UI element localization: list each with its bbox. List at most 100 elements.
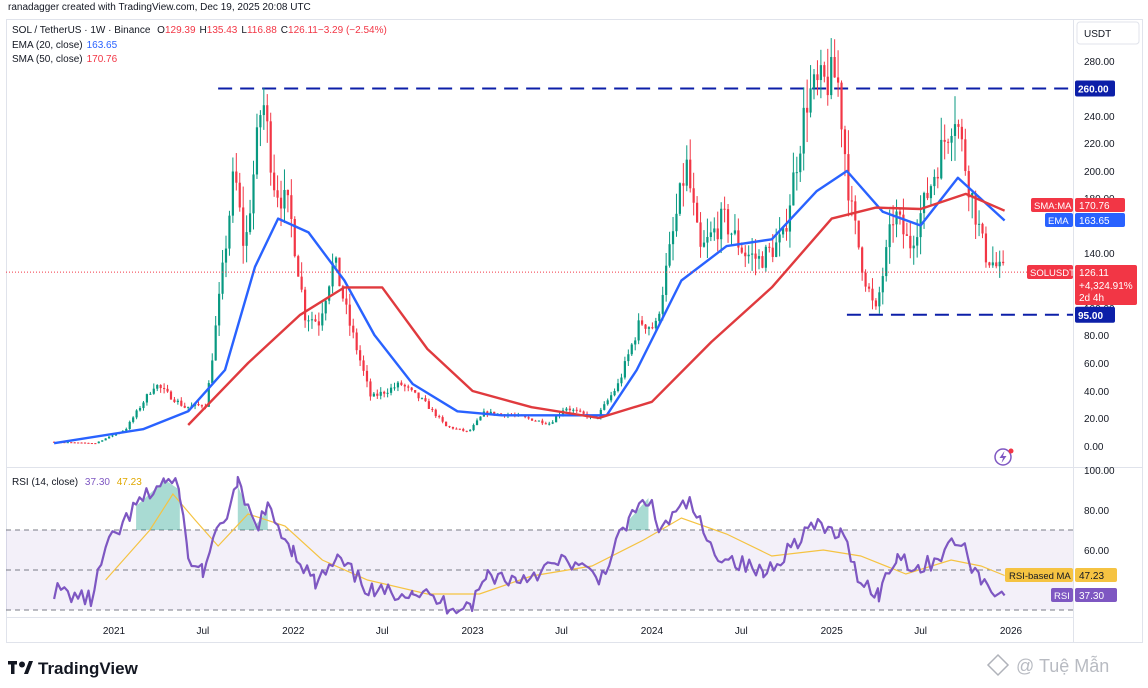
price-tick-label: 0.00 — [1084, 442, 1104, 453]
svg-text:37.30: 37.30 — [1079, 591, 1104, 602]
candle — [878, 286, 881, 314]
candle — [716, 211, 719, 252]
candle — [269, 112, 272, 186]
candle — [864, 269, 867, 292]
currency-button[interactable] — [1076, 21, 1140, 45]
candle — [128, 420, 131, 430]
candle — [689, 139, 692, 193]
candle — [867, 283, 871, 293]
indicator-legend-item[interactable]: EMA (20, close) 163.65 — [12, 40, 118, 51]
candle — [668, 231, 671, 268]
candle — [403, 383, 406, 392]
sma-price-tag: SMA:MA 170.76 — [1031, 198, 1125, 212]
rsi-legend[interactable]: RSI (14, close) 37.30 47.23 — [12, 477, 142, 488]
candle — [255, 113, 259, 179]
candle — [737, 218, 740, 256]
candle — [321, 302, 324, 331]
candle — [434, 408, 437, 418]
candle — [276, 175, 279, 208]
candle — [142, 401, 145, 411]
svg-text:SMA:MA: SMA:MA — [1034, 201, 1072, 212]
candle — [534, 419, 537, 422]
candle — [149, 391, 152, 395]
candle — [107, 436, 111, 439]
rsi-series[interactable] — [53, 475, 1006, 615]
price-tick-label: 60.00 — [1084, 359, 1109, 370]
symbol-title: SOL / TetherUS · 1W · Binance — [12, 25, 151, 36]
svg-text:+4,324.91%: +4,324.91% — [1079, 281, 1133, 292]
candle — [427, 398, 430, 409]
candle — [94, 443, 97, 445]
price-tick-label: 200.00 — [1084, 167, 1115, 178]
candle — [448, 425, 451, 428]
candle — [104, 438, 107, 441]
sma-line[interactable] — [187, 192, 1006, 426]
svg-text:SOLUSDT: SOLUSDT — [1030, 268, 1075, 279]
candle — [809, 65, 812, 118]
candle — [200, 404, 204, 409]
indicator-legend-item[interactable]: SMA (50, close) 170.76 — [12, 54, 118, 65]
rsi-legend-ma-value: 47.23 — [117, 477, 142, 488]
svg-text:170.76: 170.76 — [1079, 201, 1110, 212]
candle — [159, 384, 162, 393]
candle — [389, 383, 393, 396]
rsi-legend-name: RSI (14, close) — [12, 477, 78, 488]
candle — [458, 428, 461, 431]
ema-line[interactable] — [53, 169, 1006, 445]
candle — [348, 293, 351, 336]
candle — [400, 380, 403, 386]
candle — [331, 253, 334, 294]
candle — [369, 378, 372, 401]
candle — [726, 204, 730, 243]
candle — [293, 216, 296, 258]
candle — [242, 186, 245, 264]
candle — [950, 128, 953, 162]
rsi-line[interactable] — [53, 475, 1006, 615]
candle — [854, 195, 857, 235]
candle — [678, 182, 682, 216]
candle — [850, 185, 853, 217]
lightning-icon[interactable] — [994, 448, 1012, 466]
indicator-legend[interactable]: EMA (20, close) 163.65 SMA (50, close) 170.… — [12, 40, 118, 65]
candle — [218, 282, 221, 336]
rsi-axis[interactable]: 60.00 80.00 100.00 — [1084, 466, 1115, 557]
candle — [723, 196, 726, 223]
candle — [826, 48, 829, 106]
candle — [685, 145, 688, 192]
candle — [623, 356, 626, 380]
candle — [984, 226, 988, 268]
candle — [451, 426, 455, 430]
horizontal-levels[interactable] — [218, 87, 1073, 316]
svg-text:260.00: 260.00 — [1078, 85, 1109, 96]
candle — [647, 326, 651, 336]
rsi-overbought-fill — [136, 480, 180, 530]
candle — [279, 180, 283, 227]
candle — [537, 420, 541, 422]
candle — [111, 434, 114, 438]
candle — [97, 441, 100, 444]
candle — [310, 311, 314, 329]
candle — [297, 254, 300, 277]
candle — [224, 235, 228, 278]
time-tick-label: 2026 — [1000, 626, 1023, 637]
candle — [180, 397, 183, 407]
candle — [1002, 250, 1005, 266]
moving-averages[interactable] — [53, 169, 1006, 445]
candle — [661, 286, 664, 321]
candle — [479, 416, 482, 421]
candle — [754, 239, 757, 276]
svg-text:EMA: EMA — [1048, 216, 1069, 227]
candle — [228, 210, 231, 256]
candle — [953, 96, 957, 161]
chart-frame — [6, 19, 1143, 643]
indicator-value: 170.76 — [87, 54, 118, 65]
candle — [352, 318, 355, 339]
time-axis[interactable]: 2021 Jul 2022 Jul 2023 Jul 2024 Jul 2025 Jul 2026 — [103, 626, 1023, 637]
candle — [671, 216, 675, 261]
candle — [702, 230, 706, 248]
symbol-legend[interactable]: SOL / TetherUS · 1W · Binance O129.39 H13… — [12, 25, 387, 36]
candle — [699, 212, 702, 258]
candle — [988, 261, 991, 268]
candle — [152, 383, 155, 395]
